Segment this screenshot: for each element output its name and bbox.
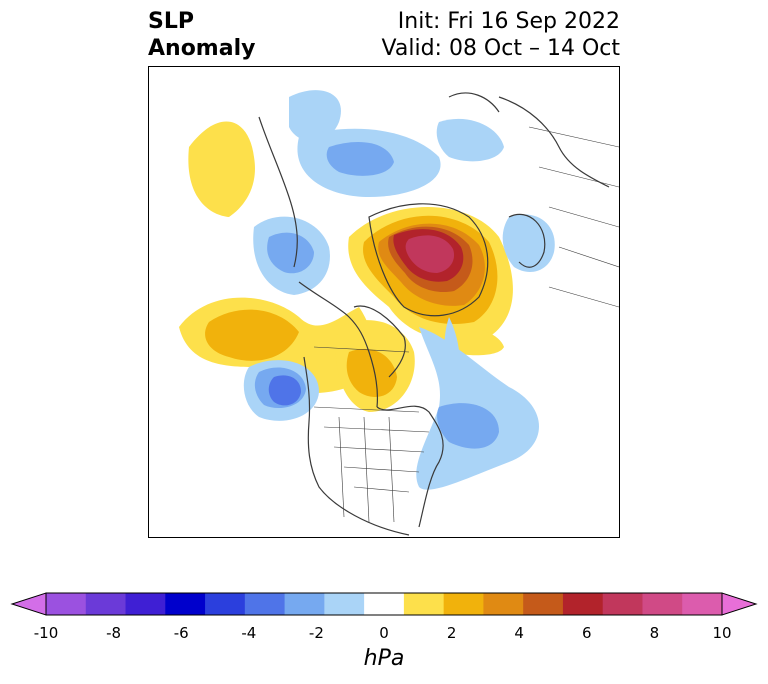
colorbar-cell: [443, 593, 484, 615]
political-borders: [313, 126, 619, 523]
colorbar-cell: [642, 593, 683, 615]
colorbar-tick-label: -8: [106, 624, 122, 642]
colorbar-cell: [205, 593, 246, 615]
colorbar-cells: [10, 592, 758, 616]
colorbar-cell: [562, 593, 604, 615]
valid-range: Valid: 08 Oct – 14 Oct: [381, 36, 620, 61]
colorbar-tick-label: -2: [308, 624, 324, 642]
colorbar-cell: [244, 593, 286, 615]
colorbar-extend-low: [10, 592, 47, 616]
chart-title: SLP Anomaly: [148, 8, 255, 62]
colorbar-cell: [165, 593, 206, 615]
colorbar-cell: [403, 593, 445, 615]
colorbar-cell: [324, 593, 365, 615]
anomaly-map: [179, 90, 619, 536]
colorbar: [10, 592, 758, 616]
forecast-dates: Init: Fri 16 Sep 2022 Valid: 08 Oct – 14…: [382, 8, 620, 62]
coastlines: [258, 92, 610, 536]
negative-anomaly-shading: [243, 90, 555, 490]
colorbar-border: [45, 592, 723, 616]
colorbar-tick-label: 10: [712, 624, 732, 642]
colorbar-cell: [125, 593, 166, 615]
colorbar-tick-label: 0: [379, 624, 389, 642]
title-line-1: SLP: [148, 9, 194, 34]
colorbar-tick-label: -6: [173, 624, 189, 642]
colorbar-tick-label: -10: [33, 624, 59, 642]
title-line-2: Anomaly: [148, 36, 256, 61]
colorbar-units-label: hPa: [363, 646, 405, 671]
colorbar-extend-high: [721, 592, 758, 616]
colorbar-cell: [46, 593, 87, 615]
colorbar-tick-label: 2: [446, 624, 457, 642]
colorbar-cell: [602, 593, 643, 615]
colorbar-cell: [682, 593, 723, 615]
colorbar-tick-label: 8: [649, 624, 660, 642]
colorbar-tick-label: -4: [241, 624, 257, 642]
map-panel: [148, 66, 620, 538]
colorbar-tick-label: 4: [514, 624, 524, 642]
colorbar-cell: [483, 593, 524, 615]
positive-anomaly-shading: [179, 121, 513, 412]
colorbar-tick-label: 6: [582, 624, 592, 642]
init-date: Init: Fri 16 Sep 2022: [397, 9, 620, 34]
colorbar-cell: [284, 593, 325, 615]
colorbar-cell: [364, 593, 405, 615]
colorbar-cell: [523, 593, 564, 615]
colorbar-cell: [85, 593, 127, 615]
